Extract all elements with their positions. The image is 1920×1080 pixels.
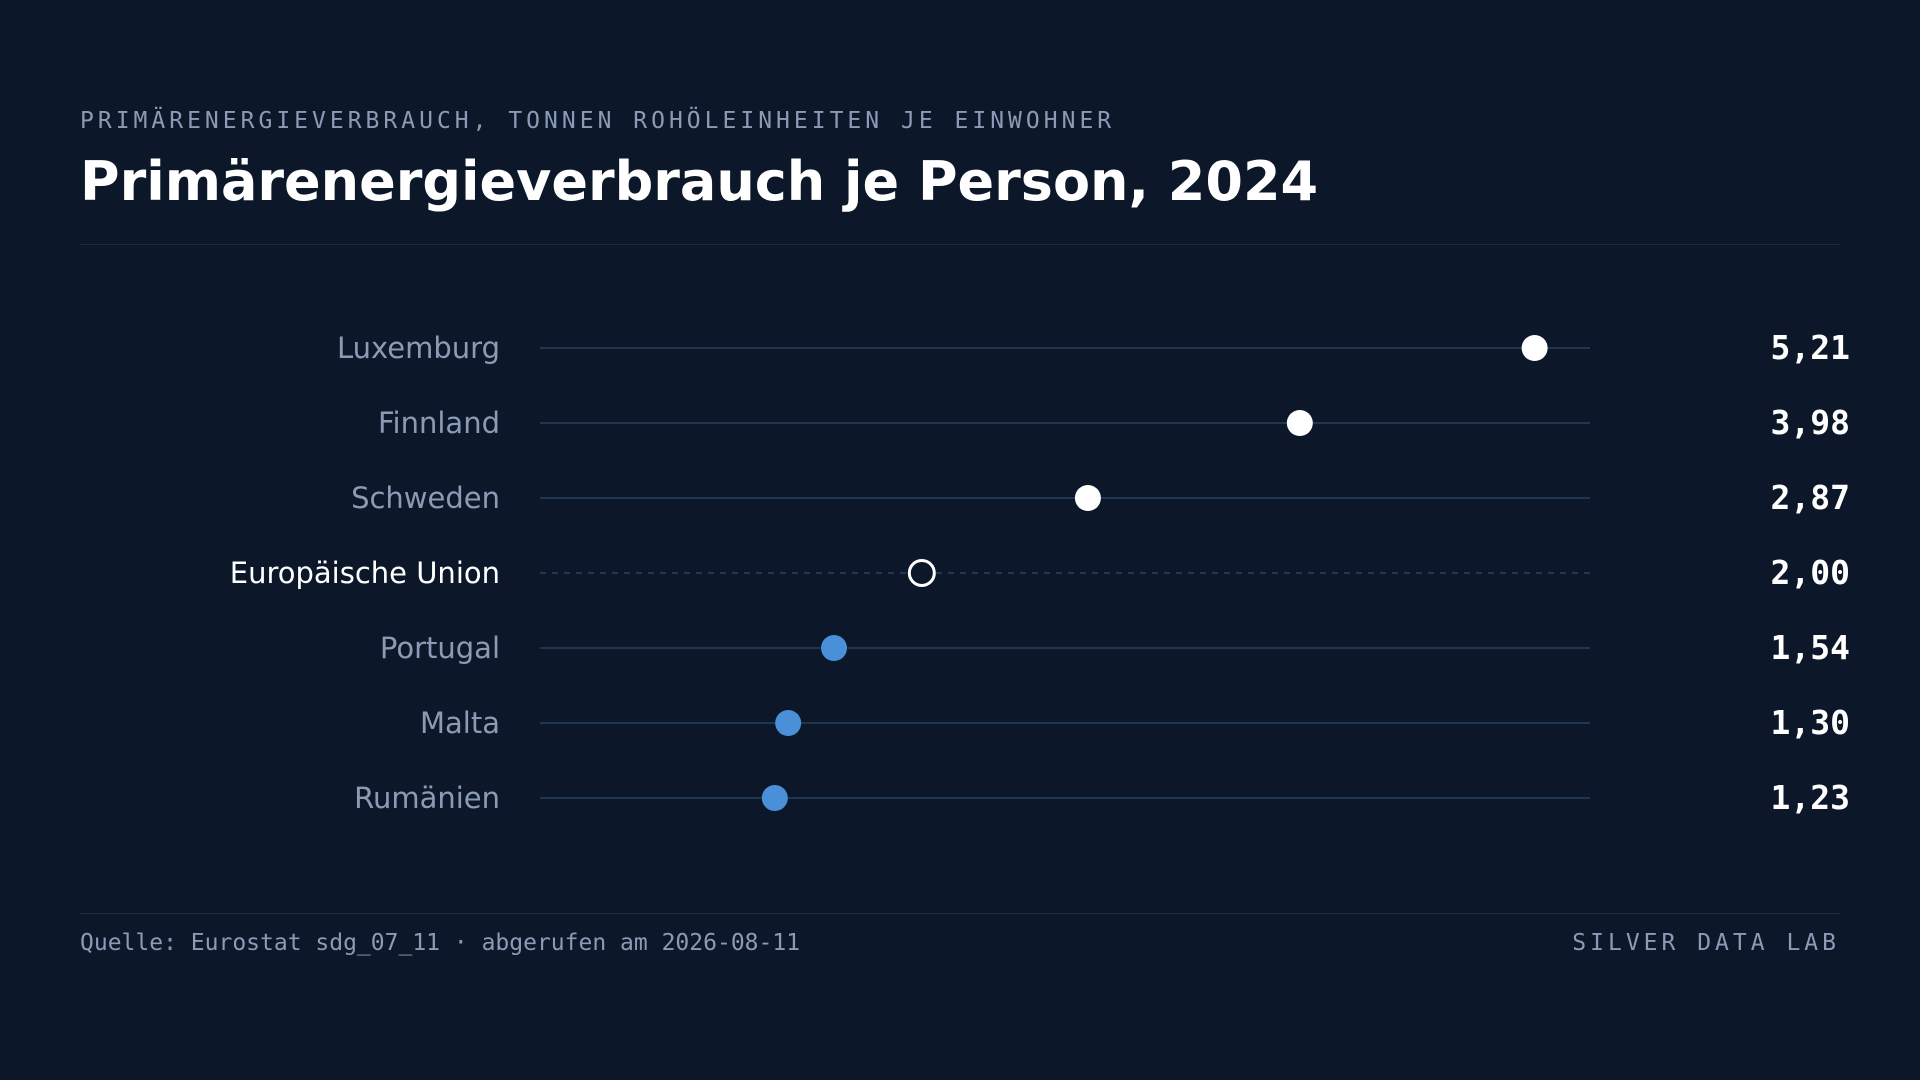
chart-eyebrow: PRIMÄRENERGIEVERBRAUCH, TONNEN ROHÖLEINH… (80, 108, 1116, 134)
chart-row: Schweden 2,87 (351, 478, 1850, 517)
value-label: 1,54 (1771, 628, 1850, 667)
chart-row: Finnland 3,98 (378, 403, 1850, 442)
value-label: 1,23 (1771, 778, 1850, 817)
footer-source: Quelle: Eurostat sdg_07_11 · abgerufen a… (80, 930, 801, 956)
value-label: 5,21 (1771, 328, 1850, 367)
category-label: Malta (420, 706, 500, 740)
value-label: 2,00 (1771, 553, 1850, 592)
chart-row: Rumänien 1,23 (354, 778, 1850, 817)
chart-title: Primärenergieverbrauch je Person, 2024 (80, 150, 1319, 213)
value-label: 2,87 (1771, 478, 1850, 517)
data-dot (821, 635, 847, 661)
header-divider (80, 244, 1840, 245)
chart-row: Malta 1,30 (420, 703, 1850, 742)
data-dot (1074, 485, 1101, 511)
category-label: Portugal (380, 631, 500, 665)
chart-row: Luxemburg 5,21 (337, 328, 1850, 367)
chart-row: Portugal 1,54 (380, 628, 1850, 667)
reference-dot (907, 559, 936, 587)
footer-brand: SILVER DATA LAB (1572, 930, 1840, 956)
category-label: Schweden (351, 481, 500, 515)
data-dot (761, 785, 788, 811)
category-label: Europäische Union (230, 556, 500, 590)
data-dot (1286, 410, 1313, 436)
category-label: Rumänien (354, 781, 500, 815)
value-label: 3,98 (1771, 403, 1850, 442)
category-label: Finnland (378, 406, 500, 440)
chart-row: Europäische Union 2,00 (230, 553, 1850, 592)
data-dot (775, 710, 802, 736)
footer-divider (80, 913, 1840, 914)
category-label: Luxemburg (337, 331, 500, 365)
value-label: 1,30 (1771, 703, 1850, 742)
data-dot (1521, 335, 1548, 361)
